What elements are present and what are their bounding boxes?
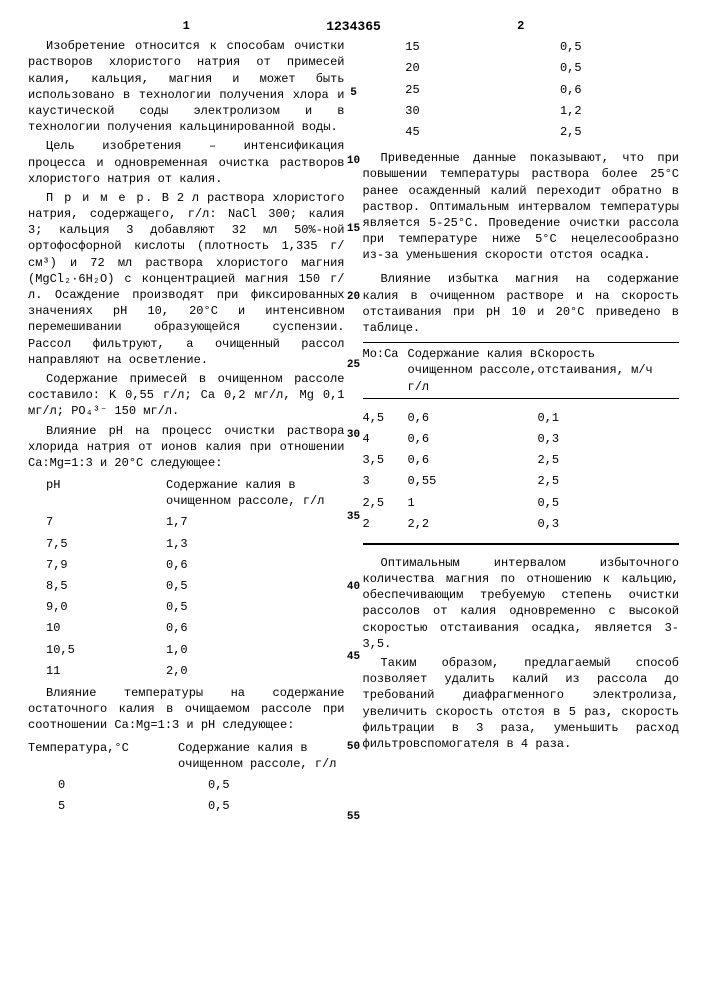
table-cell: 1,2 bbox=[463, 103, 680, 119]
line-number: 10 bbox=[347, 154, 360, 169]
table-cell: 0,6 bbox=[126, 620, 345, 636]
table-cell: 0,5 bbox=[463, 39, 680, 55]
temperature-table-cont: 150,5200,5250,6301,2452,5 bbox=[363, 39, 680, 140]
ph-table: pH Содержание калия в очищенном рассоле,… bbox=[28, 477, 345, 679]
line-number: 5 bbox=[350, 86, 357, 101]
line-number: 15 bbox=[347, 222, 360, 237]
column-number-left: 1 bbox=[28, 18, 345, 34]
table-cell: 0,6 bbox=[408, 431, 538, 447]
table-cell: 30 bbox=[363, 103, 463, 119]
paragraph: П р и м е р. В 2 л раствора хлористого н… bbox=[28, 190, 345, 368]
paragraph: Содержание примесей в очищенном рассоле … bbox=[28, 371, 345, 420]
table-header: Содержание калия в очищенном рассоле, г/… bbox=[126, 477, 345, 509]
table-cell: 0,5 bbox=[126, 578, 345, 594]
paragraph: Цель изобретения – интенсификация процес… bbox=[28, 138, 345, 187]
paragraph: Приведенные данные показывают, что при п… bbox=[363, 150, 680, 263]
table-cell: 0,6 bbox=[126, 557, 345, 573]
paragraph: Влияние pH на процесс очистки раствора х… bbox=[28, 423, 345, 472]
paragraph-text: В 2 л раствора хлористого натрия, содерж… bbox=[28, 191, 345, 367]
table-header: Мо:Са bbox=[363, 346, 408, 395]
table-cell: 20 bbox=[363, 60, 463, 76]
table-cell: 2,2 bbox=[408, 516, 538, 532]
table-cell: 0,55 bbox=[408, 473, 538, 489]
paragraph: Таким образом, предлагаемый способ позво… bbox=[363, 655, 680, 752]
table-cell: 7,5 bbox=[28, 536, 126, 552]
line-number: 55 bbox=[347, 810, 360, 825]
line-number: 25 bbox=[347, 358, 360, 373]
table-cell: 0,6 bbox=[463, 82, 680, 98]
line-number: 30 bbox=[347, 428, 360, 443]
line-number: 40 bbox=[347, 580, 360, 595]
table-cell: 45 bbox=[363, 124, 463, 140]
table-cell: 0 bbox=[28, 777, 198, 793]
table-cell: 7,9 bbox=[28, 557, 126, 573]
table-cell: 0,5 bbox=[126, 599, 345, 615]
paragraph: Оптимальным интервалом избыточного колич… bbox=[363, 555, 680, 652]
table-cell: 25 bbox=[363, 82, 463, 98]
right-column: 2 150,5200,5250,6301,2452,5 Приведенные … bbox=[363, 18, 680, 820]
document-number: 1234365 bbox=[326, 18, 381, 36]
table-cell: 0,5 bbox=[198, 798, 345, 814]
table-cell: 0,5 bbox=[198, 777, 345, 793]
column-number-right: 2 bbox=[363, 18, 680, 34]
table-cell: 1,3 bbox=[126, 536, 345, 552]
table-cell: 4 bbox=[363, 431, 408, 447]
table-cell: 2,5 bbox=[363, 495, 408, 511]
table-cell: 10 bbox=[28, 620, 126, 636]
table-cell: 3 bbox=[363, 473, 408, 489]
line-number: 20 bbox=[347, 290, 360, 305]
table-cell: 2,5 bbox=[538, 452, 680, 468]
temperature-table: Температура,°C Содержание калия в очищен… bbox=[28, 740, 345, 815]
line-number: 35 bbox=[347, 510, 360, 525]
table-cell: 1 bbox=[408, 495, 538, 511]
table-cell: 0,5 bbox=[538, 495, 680, 511]
table-header: Скорость отстаивания, м/ч bbox=[538, 346, 680, 395]
table-cell: 3,5 bbox=[363, 452, 408, 468]
table-header: Температура,°C bbox=[28, 740, 168, 772]
table-cell: 0,6 bbox=[408, 410, 538, 426]
page-content: 1 Изобретение относится к способам очист… bbox=[0, 0, 707, 830]
table-cell: 15 bbox=[363, 39, 463, 55]
table-cell: 4,5 bbox=[363, 410, 408, 426]
example-label: П р и м е р. bbox=[46, 191, 154, 205]
table-cell: 5 bbox=[28, 798, 198, 814]
table-cell: 8,5 bbox=[28, 578, 126, 594]
table-cell: 2 bbox=[363, 516, 408, 532]
table-header: pH bbox=[28, 477, 126, 509]
table-cell: 11 bbox=[28, 663, 126, 679]
table-cell: 0,1 bbox=[538, 410, 680, 426]
table-cell: 0,6 bbox=[408, 452, 538, 468]
table-cell: 1,7 bbox=[126, 514, 345, 530]
mg-ratio-table: Мо:Са Содержание калия в очищенном рассо… bbox=[363, 342, 680, 545]
paragraph: Влияние температуры на содержание остато… bbox=[28, 685, 345, 734]
table-cell: 0,3 bbox=[538, 431, 680, 447]
table-cell: 2,5 bbox=[463, 124, 680, 140]
table-cell: 0,5 bbox=[463, 60, 680, 76]
table-cell: 1,0 bbox=[126, 642, 345, 658]
line-number: 45 bbox=[347, 650, 360, 665]
line-number: 50 bbox=[347, 740, 360, 755]
table-cell: 2,5 bbox=[538, 473, 680, 489]
left-column: 1 Изобретение относится к способам очист… bbox=[28, 18, 345, 820]
table-cell: 2,0 bbox=[126, 663, 345, 679]
table-header: Содержание калия в очищенном рассоле, г/… bbox=[408, 346, 538, 395]
table-header: Содержание калия в очищенном рассоле, г/… bbox=[168, 740, 345, 772]
table-cell: 10,5 bbox=[28, 642, 126, 658]
paragraph: Влияние избытка магния на содержание кал… bbox=[363, 271, 680, 336]
table-cell: 0,3 bbox=[538, 516, 680, 532]
table-cell: 9,0 bbox=[28, 599, 126, 615]
table-cell: 7 bbox=[28, 514, 126, 530]
paragraph: Изобретение относится к способам очистки… bbox=[28, 38, 345, 135]
